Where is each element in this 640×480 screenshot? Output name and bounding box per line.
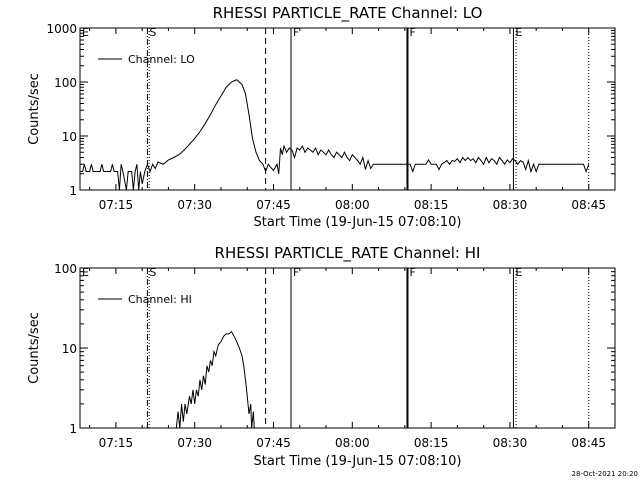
flag-marker-label: F bbox=[293, 26, 299, 39]
series-line-channel-hi bbox=[175, 330, 255, 428]
y-tick-label: 100 bbox=[54, 262, 77, 276]
flag-marker-label: F bbox=[409, 266, 415, 279]
flag-marker-label: S bbox=[149, 26, 156, 39]
x-tick-label: 08:00 bbox=[335, 436, 370, 450]
hi-channel-chart: RHESSI PARTICLE_RATE Channel: HI E S F F E 07:… bbox=[27, 244, 616, 469]
flag-marker-label: E bbox=[515, 26, 522, 39]
legend-entry: Channel: HI bbox=[128, 293, 192, 306]
x-tick-label: 08:00 bbox=[335, 198, 370, 212]
x-tick-label: 08:15 bbox=[414, 436, 449, 450]
y-tick-label: 1 bbox=[69, 422, 77, 436]
x-tick-label: 08:30 bbox=[493, 198, 528, 212]
x-tick-label: 07:15 bbox=[99, 436, 134, 450]
chart-title: RHESSI PARTICLE_RATE Channel: LO bbox=[213, 4, 483, 23]
x-tick-label: 08:45 bbox=[571, 198, 606, 212]
y-tick-label: 100 bbox=[54, 76, 77, 90]
y-tick-label: 10 bbox=[62, 342, 77, 356]
x-tick-label: 07:30 bbox=[177, 198, 212, 212]
plot-frame bbox=[79, 27, 616, 191]
flag-marker-label: E bbox=[82, 26, 89, 39]
series-line-channel-lo bbox=[80, 79, 590, 190]
flag-marker-label: E bbox=[82, 266, 89, 279]
legend-entry: Channel: LO bbox=[128, 53, 195, 66]
flag-marker-label: E bbox=[515, 266, 522, 279]
flag-marker-label: F bbox=[409, 26, 415, 39]
plot-frame bbox=[79, 267, 616, 429]
x-tick-label: 07:15 bbox=[99, 198, 134, 212]
y-axis-label: Counts/sec bbox=[27, 73, 42, 145]
lo-channel-chart: RHESSI PARTICLE_RATE Channel: LO E S F F E 07:… bbox=[27, 4, 616, 230]
flag-marker-label: S bbox=[149, 266, 156, 279]
x-tick-label: 07:30 bbox=[177, 436, 212, 450]
chart-title: RHESSI PARTICLE_RATE Channel: HI bbox=[215, 244, 481, 263]
flag-marker-label: F bbox=[293, 266, 299, 279]
x-tick-label: 08:45 bbox=[571, 436, 606, 450]
y-tick-label: 1 bbox=[69, 184, 77, 198]
y-tick-label: 10 bbox=[62, 130, 77, 144]
x-axis-label: Start Time (19-Jun-15 07:08:10) bbox=[254, 454, 462, 469]
x-tick-label: 07:45 bbox=[256, 198, 291, 212]
x-tick-label: 08:15 bbox=[414, 198, 449, 212]
y-axis-label: Counts/sec bbox=[27, 312, 42, 384]
x-axis-label: Start Time (19-Jun-15 07:08:10) bbox=[254, 215, 462, 230]
timestamp: 28-Oct-2021 20:20 bbox=[572, 470, 638, 478]
y-tick-label: 1000 bbox=[46, 22, 77, 36]
x-tick-label: 07:45 bbox=[256, 436, 291, 450]
x-tick-label: 08:30 bbox=[493, 436, 528, 450]
